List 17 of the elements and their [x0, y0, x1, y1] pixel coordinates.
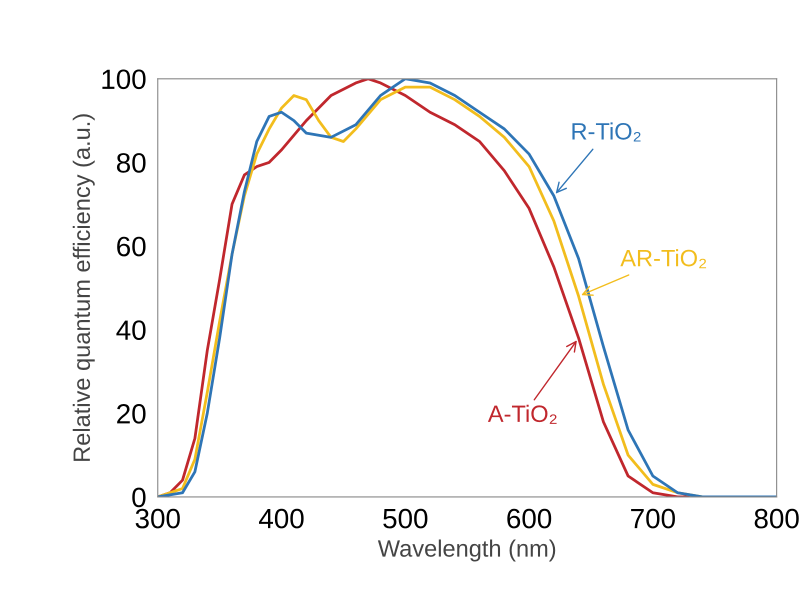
y-tick-label: 80 — [116, 153, 146, 173]
y-tick-label: 0 — [132, 488, 146, 508]
series-label: R-TiO₂ — [572, 122, 641, 142]
x-axis-title: Wavelength (nm) — [378, 539, 556, 562]
y-tick-label: 20 — [117, 404, 146, 424]
text: AR-TiO₂ — [620, 249, 706, 268]
x-tick-label: 300 — [136, 508, 180, 528]
y-tick-label: 60 — [117, 236, 146, 256]
series-label: A-TiO₂ — [488, 404, 557, 424]
x-tick-label: 700 — [631, 508, 675, 528]
y-axis-title: Relative quantum efficiency (a.u.) — [72, 114, 95, 461]
x-tick-label: 400 — [259, 508, 304, 528]
x-tick-label: 600 — [507, 508, 552, 528]
y-tick-label: 40 — [116, 320, 146, 340]
x-tick-label: 800 — [754, 508, 799, 528]
y-tick-label: 100 — [102, 69, 146, 90]
x-tick-label: 500 — [383, 508, 428, 528]
